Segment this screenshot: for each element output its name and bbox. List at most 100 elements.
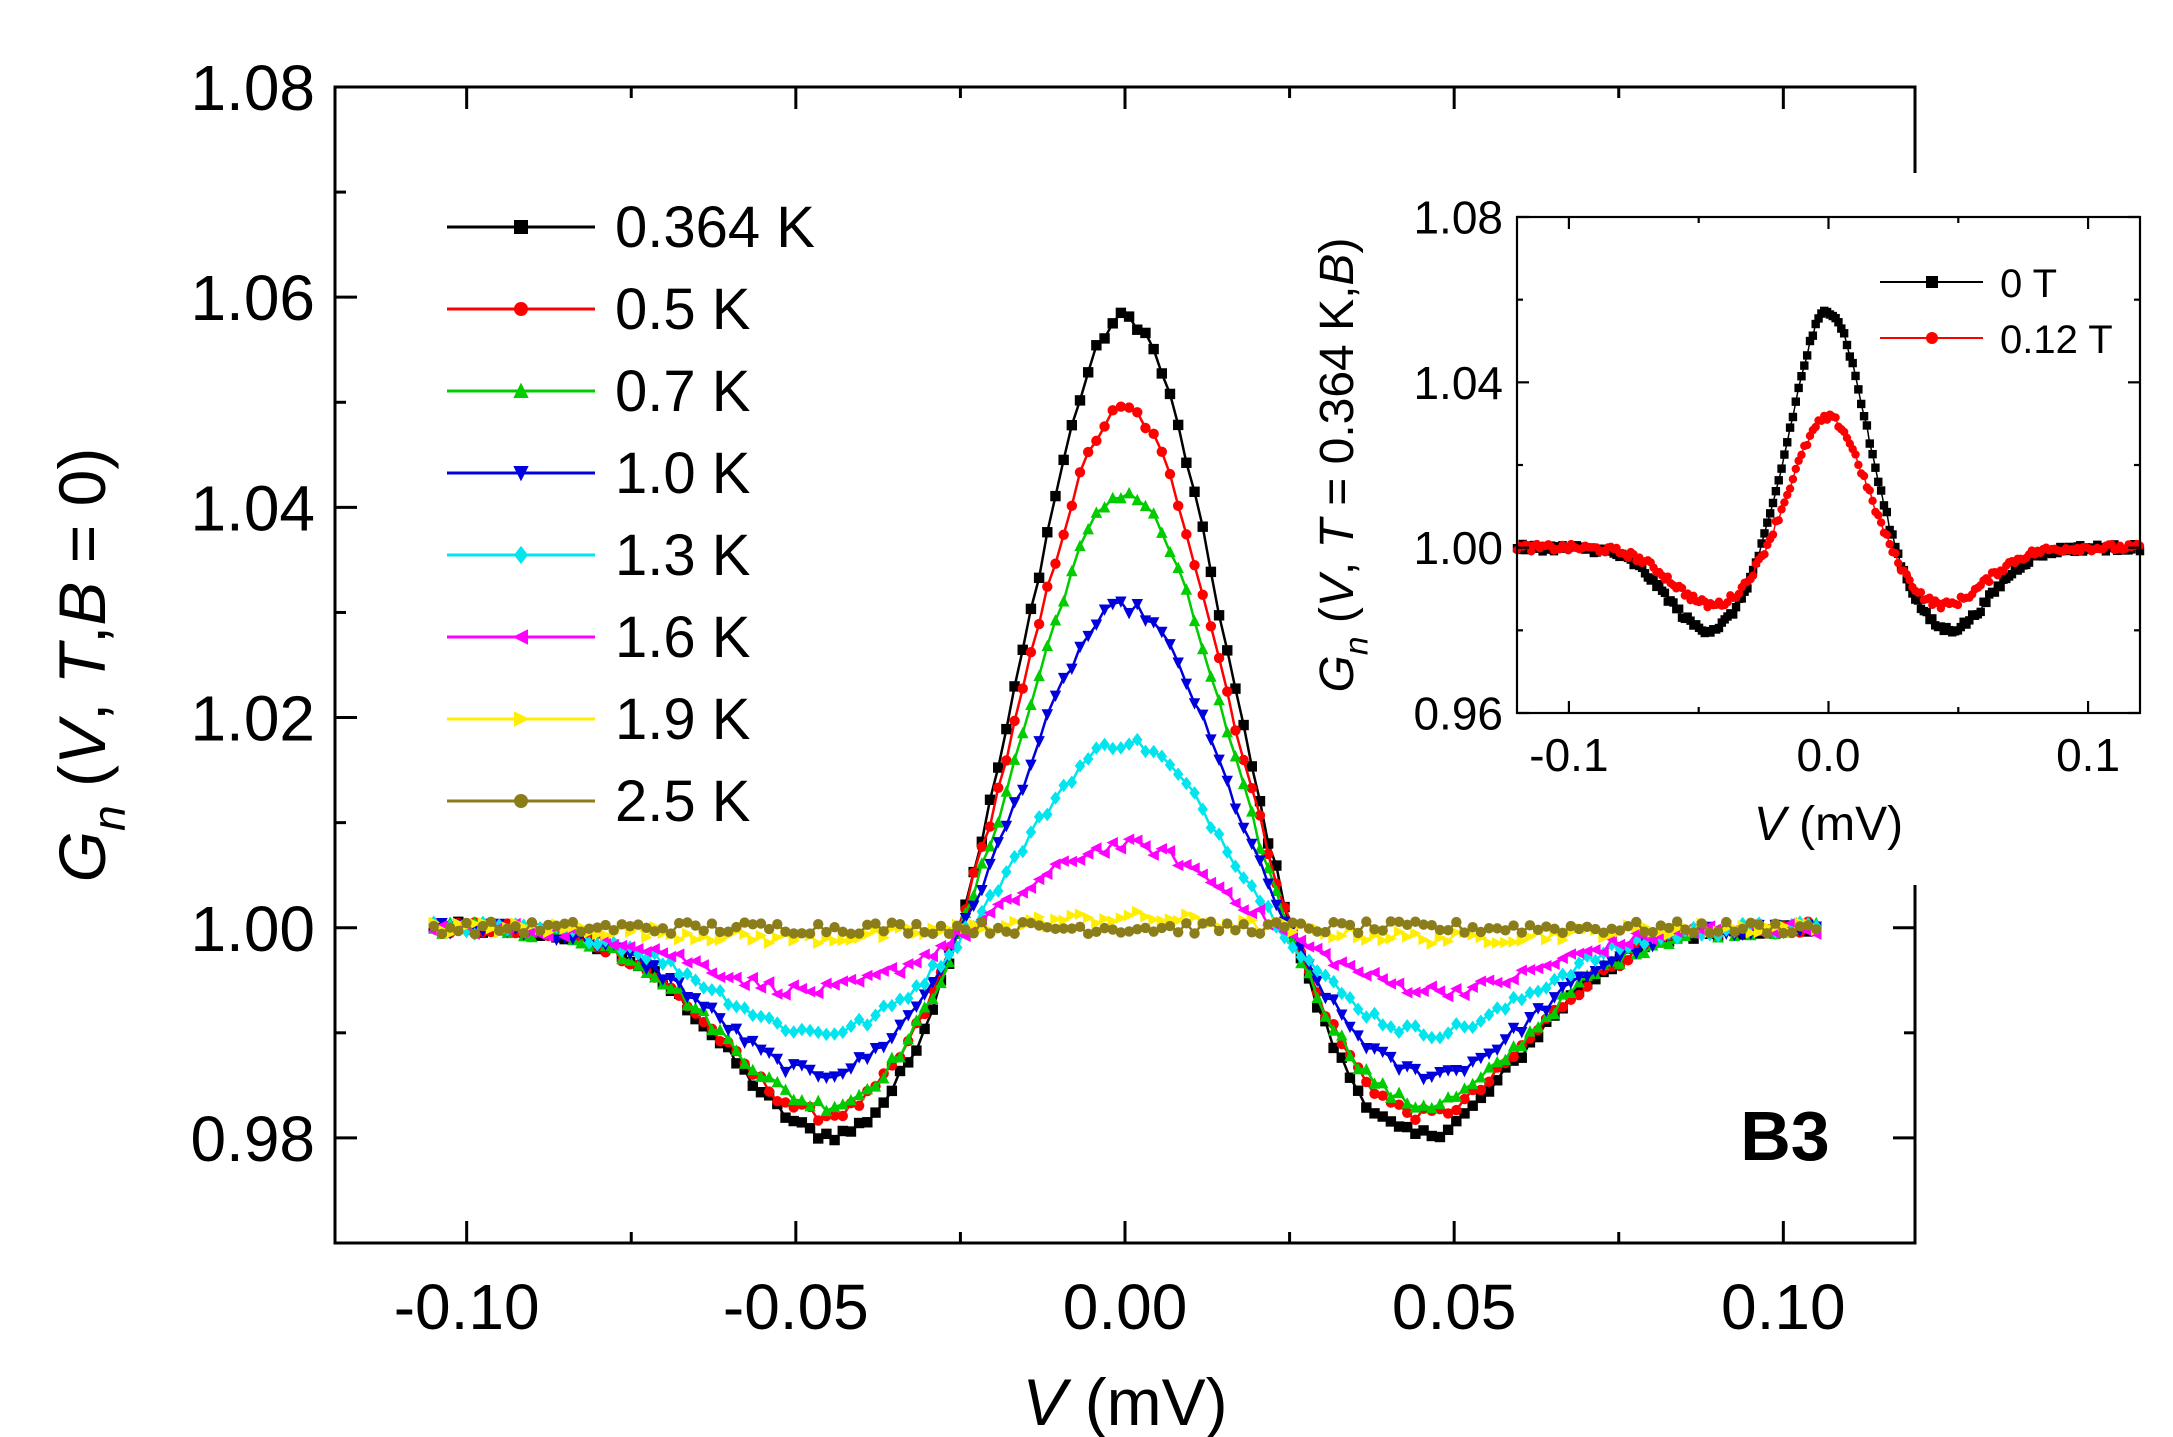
legend-swatch-marker	[513, 466, 529, 482]
x-tick-label: 0.00	[1063, 1271, 1188, 1343]
data-point	[1885, 525, 1894, 535]
data-point	[723, 997, 734, 1012]
data-point	[1532, 984, 1544, 999]
data-point	[1172, 500, 1184, 512]
data-point	[968, 867, 979, 878]
data-point	[1842, 340, 1852, 350]
data-point	[1410, 1114, 1421, 1126]
data-point	[1361, 1076, 1372, 1088]
data-point	[1025, 603, 1037, 615]
data-point	[1614, 951, 1626, 963]
data-point	[1197, 589, 1208, 600]
data-point	[926, 950, 938, 963]
data-point	[1090, 506, 1103, 518]
data-point	[1879, 501, 1889, 510]
data-point	[1123, 486, 1135, 499]
data-point	[1753, 919, 1765, 930]
data-point	[911, 1045, 922, 1056]
data-point	[919, 977, 930, 991]
data-point	[1400, 986, 1413, 999]
data-point	[1688, 927, 1699, 938]
data-point	[796, 1022, 808, 1037]
data-point	[1434, 924, 1446, 936]
data-point	[747, 919, 758, 930]
data-point	[943, 947, 955, 962]
data-point	[927, 1004, 938, 1015]
data-point	[772, 1095, 783, 1107]
data-point	[804, 1023, 816, 1038]
data-point	[754, 982, 767, 994]
data-point	[1042, 807, 1053, 822]
data-point	[1368, 1077, 1381, 1089]
legend-label: 0.12 T	[2000, 318, 2113, 362]
data-point	[788, 1025, 799, 1039]
data-point	[853, 928, 865, 939]
data-point	[1492, 1075, 1503, 1086]
data-point	[1928, 614, 1937, 623]
data-point	[1009, 715, 1020, 727]
data-point	[1204, 876, 1217, 889]
data-point	[648, 960, 661, 972]
data-point	[960, 924, 971, 935]
data-point	[1500, 925, 1511, 936]
data-point	[1811, 924, 1822, 935]
data-point	[1131, 834, 1143, 846]
data-point	[918, 948, 930, 960]
legend-label: 0.5 K	[615, 277, 751, 342]
data-point	[1140, 910, 1152, 923]
data-point	[1753, 926, 1766, 939]
data-point	[919, 926, 930, 938]
data-point	[812, 1094, 824, 1107]
data-point	[1785, 917, 1797, 929]
data-point	[1369, 924, 1380, 935]
data-point	[861, 1053, 874, 1066]
data-point	[1181, 908, 1193, 920]
data-point	[1482, 974, 1495, 986]
data-point	[1771, 486, 1781, 496]
data-point	[813, 1025, 824, 1040]
data-point	[730, 1044, 743, 1056]
data-point	[1516, 1026, 1528, 1039]
data-point	[1377, 934, 1389, 947]
data-point	[1033, 911, 1046, 923]
data-point	[910, 1001, 923, 1013]
data-point	[1507, 973, 1519, 986]
data-point	[984, 821, 996, 832]
data-point	[829, 1134, 840, 1146]
legend-swatch-marker	[514, 711, 530, 727]
x-tick-label: 0.1	[2056, 729, 2120, 781]
data-point	[779, 1066, 792, 1079]
data-point	[1328, 1042, 1339, 1054]
data-point	[1140, 422, 1151, 434]
data-point	[681, 999, 694, 1011]
data-point	[1630, 948, 1642, 960]
data-point	[1303, 953, 1315, 968]
data-point	[1246, 914, 1259, 926]
data-point	[1721, 916, 1732, 928]
data-point	[1287, 926, 1299, 938]
data-point	[893, 967, 906, 980]
data-point	[1009, 928, 1020, 939]
data-point	[1360, 1043, 1373, 1055]
data-point	[1368, 966, 1380, 979]
data-point	[1385, 932, 1398, 945]
legend-item: 0 T	[1880, 262, 2057, 306]
data-point	[1287, 917, 1298, 928]
data-point	[1303, 966, 1315, 979]
data-point	[1434, 1031, 1446, 1045]
data-point	[1319, 992, 1332, 1005]
data-point	[657, 974, 669, 986]
data-point	[665, 928, 677, 939]
data-point	[1590, 953, 1601, 968]
data-point	[967, 900, 980, 913]
data-point	[477, 920, 489, 932]
data-point	[1483, 1048, 1495, 1060]
data-point	[1253, 903, 1266, 916]
data-point	[870, 1008, 881, 1023]
data-point	[1377, 1090, 1388, 1101]
data-point	[705, 967, 718, 979]
data-point	[763, 937, 776, 949]
data-point	[853, 1100, 865, 1111]
data-point	[1057, 855, 1069, 867]
legend-item: 1.9 K	[447, 687, 751, 752]
